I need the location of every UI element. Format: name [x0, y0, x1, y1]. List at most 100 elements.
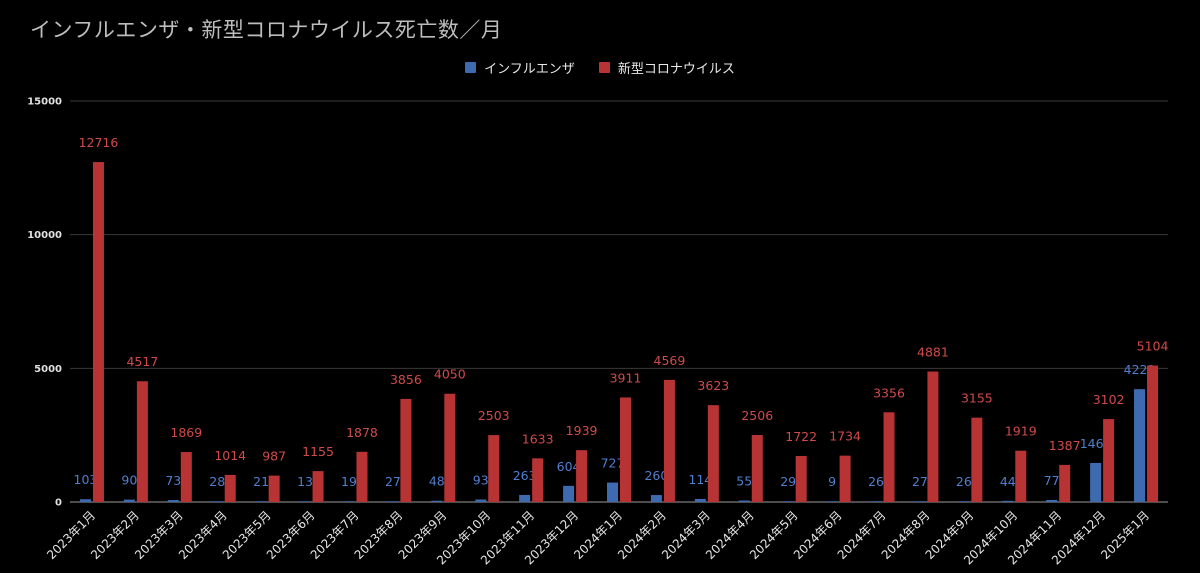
bar-flu: [1134, 389, 1146, 502]
bar-flu: [1046, 499, 1058, 502]
bar-covid: [488, 435, 500, 502]
value-label-flu: 604: [557, 459, 581, 474]
y-tick-label: 0: [55, 498, 62, 509]
value-label-flu: 90: [121, 473, 137, 488]
bar-flu: [123, 499, 135, 502]
bar-flu: [1002, 500, 1014, 502]
value-label-covid: 3102: [1093, 392, 1125, 407]
bar-flu: [782, 501, 794, 502]
value-label-flu: 73: [165, 473, 181, 488]
bar-covid: [400, 398, 412, 502]
bar-covid: [1059, 464, 1071, 502]
bar-flu: [431, 500, 443, 502]
value-label-covid: 3856: [390, 372, 422, 387]
bar-flu: [958, 501, 970, 502]
value-label-covid: 2503: [478, 408, 510, 423]
bar-covid: [620, 397, 631, 502]
bar-flu: [563, 485, 575, 502]
legend-item-flu[interactable]: インフルエンザ: [465, 58, 575, 77]
value-label-covid: 1878: [346, 425, 378, 440]
bar-flu: [694, 498, 706, 502]
y-tick-label: 15000: [27, 97, 62, 108]
value-label-flu: 21: [253, 474, 269, 489]
value-label-flu: 114: [688, 472, 712, 487]
value-label-covid: 1939: [566, 423, 598, 438]
value-label-covid: 4517: [126, 354, 158, 369]
value-label-flu: 55: [736, 474, 752, 489]
bar-flu: [738, 500, 750, 502]
value-label-covid: 1869: [170, 425, 202, 440]
legend-swatch-flu: [465, 62, 477, 73]
value-label-flu: 27: [385, 474, 401, 489]
bar-covid: [532, 458, 544, 502]
bar-covid: [663, 379, 675, 502]
y-tick-label: 5000: [34, 364, 62, 375]
bar-covid: [180, 452, 192, 502]
bar-covid: [268, 475, 280, 502]
bar-covid: [444, 393, 456, 502]
bar-flu: [475, 499, 487, 502]
bar-covid: [92, 162, 104, 502]
bar-flu: [167, 500, 179, 502]
value-label-flu: 19: [341, 474, 357, 489]
value-label-covid: 3911: [610, 370, 642, 385]
value-label-flu: 103: [74, 472, 98, 487]
bar-covid: [1147, 365, 1159, 502]
value-label-covid: 4881: [917, 345, 949, 360]
value-label-covid: 1919: [1005, 424, 1037, 439]
value-label-flu: 26: [868, 474, 884, 489]
value-label-flu: 48: [429, 474, 445, 489]
legend-label-flu: インフルエンザ: [484, 62, 575, 77]
value-label-flu: 263: [513, 468, 537, 483]
bar-covid: [795, 455, 807, 502]
value-label-flu: 28: [209, 474, 225, 489]
bar-covid: [927, 371, 939, 502]
legend-item-covid[interactable]: 新型コロナウイルス: [598, 58, 735, 77]
value-label-flu: 77: [1044, 473, 1060, 488]
value-label-covid: 4569: [654, 353, 686, 368]
bar-flu: [211, 501, 223, 502]
bar-covid: [1103, 419, 1115, 502]
bar-flu: [1090, 462, 1102, 502]
value-label-covid: 4050: [434, 367, 466, 382]
bar-covid: [356, 451, 368, 502]
value-label-flu: 27: [912, 474, 928, 489]
value-label-flu: 93: [473, 473, 489, 488]
bar-covid: [971, 417, 983, 502]
bar-covid: [312, 471, 324, 502]
value-label-flu: 29: [780, 474, 796, 489]
value-label-flu: 9: [828, 474, 836, 489]
bar-covid: [576, 450, 588, 502]
value-label-covid: 3623: [697, 378, 729, 393]
chart-title: インフルエンザ・新型コロナウイルス死亡数／月: [30, 18, 503, 42]
bar-covid: [224, 474, 236, 502]
bar-flu: [870, 501, 882, 502]
legend-label-covid: 新型コロナウイルス: [617, 62, 735, 77]
bar-flu: [607, 482, 618, 502]
legend: インフルエンザ 新型コロナウイルス: [0, 58, 1200, 77]
value-label-flu: 727: [601, 456, 625, 471]
value-label-flu: 26: [956, 474, 972, 489]
bar-covid: [136, 381, 148, 502]
bar-flu: [299, 501, 311, 502]
bar-flu: [826, 501, 838, 502]
y-tick-label: 10000: [27, 230, 62, 241]
value-label-covid: 1722: [785, 429, 817, 444]
bar-flu: [387, 501, 399, 502]
value-label-covid: 5104: [1137, 339, 1169, 354]
legend-swatch-covid: [598, 62, 610, 73]
value-label-flu: 260: [644, 468, 668, 483]
bar-flu: [914, 501, 926, 502]
value-label-covid: 1155: [302, 444, 334, 459]
bar-covid: [751, 435, 763, 502]
bar-flu: [255, 501, 267, 502]
bar-flu: [519, 494, 531, 502]
bar-flu: [343, 501, 355, 502]
bar-flu: [79, 499, 91, 502]
value-label-covid: 1734: [829, 429, 861, 444]
value-label-covid: 1387: [1049, 438, 1081, 453]
bar-covid: [707, 405, 719, 502]
value-label-covid: 3155: [961, 391, 993, 406]
value-label-covid: 3356: [873, 385, 905, 400]
